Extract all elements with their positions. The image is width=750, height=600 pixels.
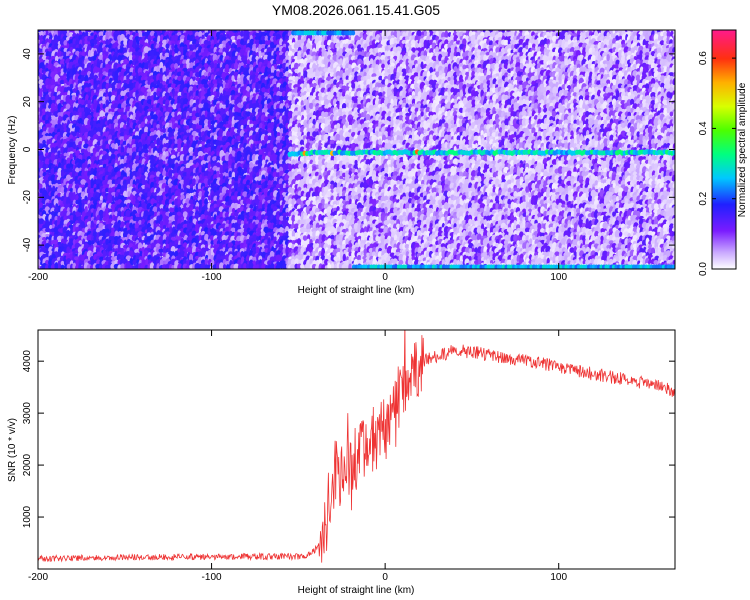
- heatmap-cell: [258, 39, 263, 46]
- heatmap-cell: [470, 34, 477, 42]
- heatmap-cell: [93, 39, 98, 46]
- heatmap-cell: [198, 30, 203, 39]
- heatmap-cell: [306, 83, 310, 90]
- heatmap-cell: [369, 31, 374, 37]
- heatmap-cell: [474, 39, 479, 45]
- heatmap-cell: [152, 37, 159, 43]
- heatmap-cell: [351, 40, 355, 45]
- heatmap-cell: [610, 32, 614, 39]
- heatmap-cell: [534, 39, 539, 46]
- heatmap-cell: [234, 99, 239, 106]
- heatmap-cell: [254, 39, 260, 45]
- heatmap-cell: [261, 39, 266, 46]
- heatmap-cell: [165, 43, 170, 49]
- heatmap-cell: [444, 30, 449, 39]
- heatmap-cell: [423, 30, 428, 38]
- heatmap-cell: [669, 111, 674, 117]
- heatmap-cell: [488, 36, 495, 41]
- heatmap-cell: [518, 38, 524, 46]
- heatmap-cell: [98, 31, 105, 38]
- heatmap-cell: [378, 36, 383, 43]
- heatmap-cell: [585, 31, 590, 38]
- heatmap-cell: [606, 31, 611, 38]
- heatmap-cell: [503, 39, 509, 47]
- heatmap-cell: [233, 62, 239, 70]
- figure-title: YM08.2026.061.15.41.G05: [272, 2, 440, 18]
- heatmap-cell: [666, 30, 671, 38]
- heatmap-cell: [511, 44, 515, 50]
- heatmap-cell: [192, 76, 196, 81]
- heatmap-cell: [663, 31, 668, 38]
- heatmap-cell: [162, 74, 166, 83]
- heatmap-cell: [510, 31, 515, 37]
- heatmap-cell: [339, 36, 343, 41]
- heatmap-cells: [38, 30, 675, 269]
- heatmap-cell: [54, 55, 59, 61]
- heatmap-cell: [605, 115, 611, 121]
- heatmap-cell: [558, 80, 562, 85]
- heatmap-cell: [657, 35, 662, 42]
- heatmap-cell: [48, 111, 52, 117]
- heatmap-cell: [66, 32, 70, 38]
- heatmap-cell: [381, 63, 385, 69]
